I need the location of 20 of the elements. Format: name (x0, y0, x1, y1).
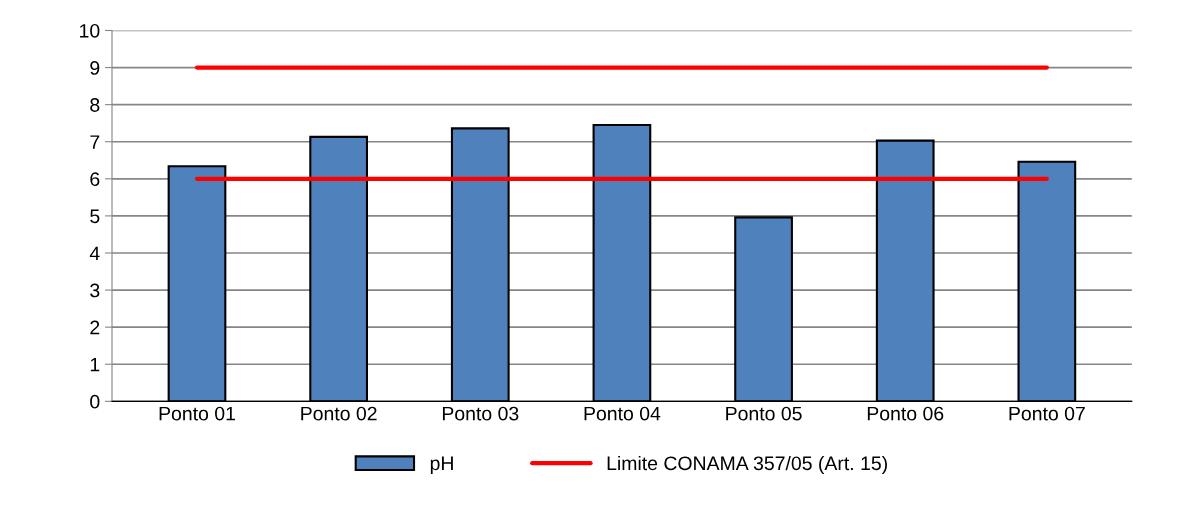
x-tick-label: Ponto 06 (867, 406, 944, 421)
x-tick-label: Ponto 04 (584, 406, 661, 421)
x-tick-label: Ponto 02 (301, 406, 377, 421)
legend-label: Limite CONAMA 357/05 (Art. 15) (607, 455, 887, 475)
x-tick-label: Ponto 03 (442, 406, 519, 421)
y-tick-label: 5 (90, 209, 100, 224)
y-tick-label: 0 (90, 394, 100, 409)
y-tick-label: 1 (90, 357, 100, 372)
x-tick-label: Ponto 01 (159, 406, 235, 421)
y-tick-label: 9 (90, 61, 100, 75)
y-tick-label: 10 (80, 23, 100, 38)
legend-label: pH (430, 456, 453, 475)
y-tick-label: 3 (90, 283, 100, 298)
y-tick-label: 7 (90, 135, 100, 149)
y-tick-label: 6 (90, 172, 100, 187)
x-tick-label: Ponto 07 (1009, 406, 1085, 421)
y-tick-label: 8 (90, 98, 100, 112)
y-tick-label: 2 (90, 320, 100, 335)
y-tick-label: 4 (89, 246, 100, 261)
x-tick-label: Ponto 05 (726, 406, 802, 421)
